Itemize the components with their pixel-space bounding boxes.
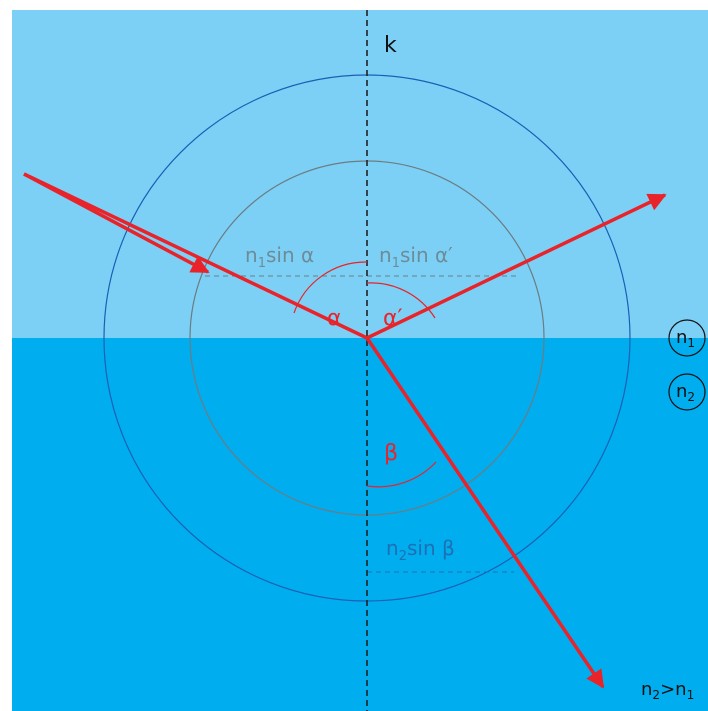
- incident-ray: [23, 172, 368, 340]
- condition-label: n2>n1: [641, 679, 694, 702]
- medium-2-region: [12, 338, 708, 711]
- alpha-arc: [293, 261, 368, 314]
- medium-2-marker: [668, 373, 706, 411]
- medium-1-region: [12, 10, 708, 338]
- alpha-prime-arc: [366, 282, 436, 319]
- formula-alpha-prime: n1sin α′: [379, 243, 453, 271]
- beta-arc: [366, 461, 437, 488]
- refracted-ray: [365, 337, 605, 689]
- medium-2-label: n2: [676, 381, 695, 404]
- formula-alpha: n1sin α: [245, 243, 314, 271]
- medium-1-marker: [668, 319, 706, 357]
- alpha-prime-label: α′: [383, 306, 403, 331]
- alpha-label: α: [327, 306, 342, 331]
- medium-1-label: n1: [676, 327, 695, 350]
- beta-label: β: [384, 441, 398, 466]
- reflected-ray: [366, 193, 667, 340]
- incident-ray-direction-arrow: [23, 172, 210, 274]
- formula-beta: n2sin β: [386, 536, 455, 564]
- normal-label: k: [384, 33, 397, 58]
